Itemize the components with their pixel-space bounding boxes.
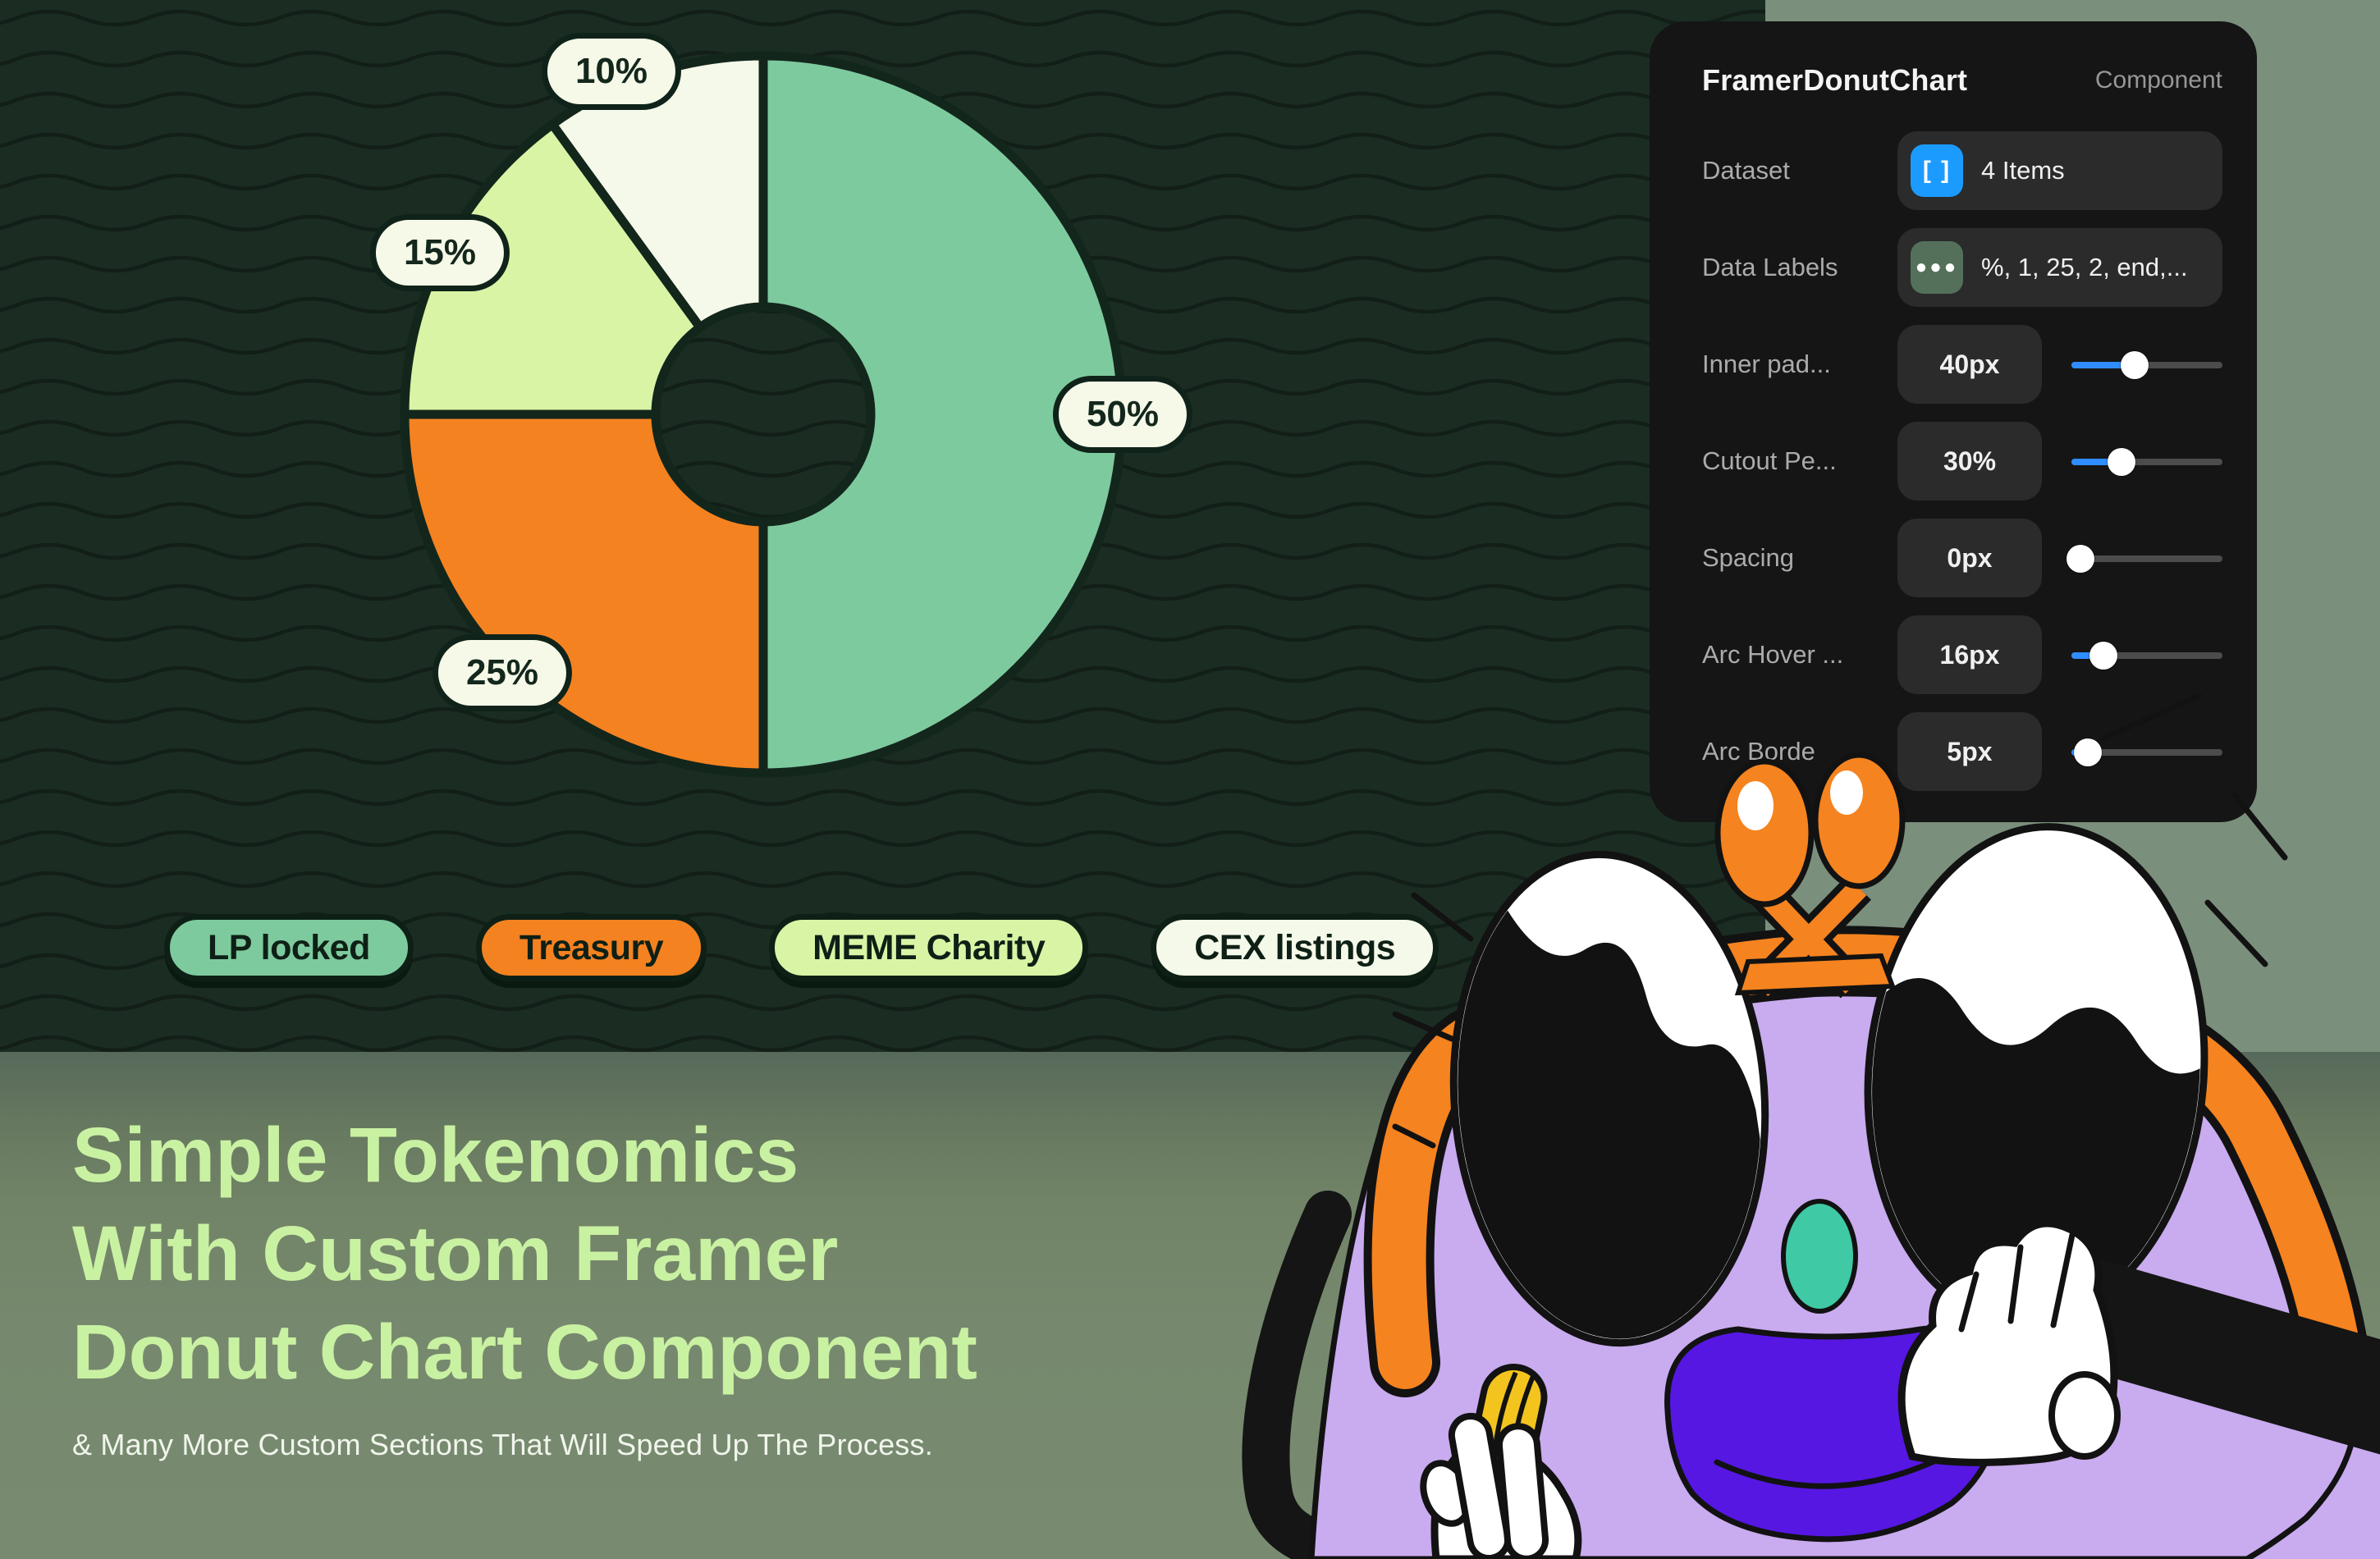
spacing-label: Spacing <box>1702 543 1795 572</box>
mascot-right-glove <box>1897 1219 2121 1466</box>
donut-chart <box>400 51 1127 778</box>
chart-legend: LP locked Treasury MEME Charity CEX list… <box>164 914 1439 981</box>
clasp-ball-left <box>1714 758 1815 908</box>
dataset-value: 4 Items <box>1981 156 2065 185</box>
hero-subheading: & Many More Custom Sections That Will Sp… <box>72 1428 933 1461</box>
cutout-percent-slider[interactable] <box>2071 443 2222 479</box>
slider-track <box>2071 749 2222 756</box>
slider-knob[interactable] <box>2074 738 2103 766</box>
hero-heading-line-2: With Custom Framer <box>72 1210 839 1297</box>
dots-icon: ●●● <box>1911 241 1963 294</box>
donut-label-50: 50% <box>1052 376 1193 453</box>
mascot-left-eye <box>1442 850 1777 1350</box>
slider-knob[interactable] <box>2066 545 2095 573</box>
mascot-clasp <box>1714 752 1906 1001</box>
row-cutout-percent: Cutout Pe... 30% <box>1702 422 2222 501</box>
data-labels-field[interactable]: ●●● %, 1, 25, 2, end,... <box>1897 228 2222 307</box>
inner-padding-slider[interactable] <box>2071 346 2222 382</box>
mascot-right-strap <box>2057 1255 2380 1455</box>
panel-badge: Component <box>2094 66 2222 94</box>
right-eye-pupil <box>1851 978 2212 1333</box>
wave-line <box>0 747 1765 766</box>
dataset-field[interactable]: [ ] 4 Items <box>1897 131 2222 210</box>
slider-track <box>2071 652 2222 659</box>
slider-knob[interactable] <box>2121 351 2149 379</box>
row-arc-border: Arc Borde 5px <box>1702 712 2222 791</box>
arc-hover-label: Arc Hover ... <box>1702 640 1844 669</box>
donut-segment-meme-charity[interactable] <box>400 117 707 419</box>
row-arc-hover: Arc Hover ... 16px <box>1702 615 2222 694</box>
hero-heading: Simple Tokenomics With Custom Framer Don… <box>72 1106 977 1401</box>
cutout-percent-value[interactable]: 30% <box>1897 422 2042 501</box>
row-spacing: Spacing 0px <box>1702 519 2222 597</box>
inner-padding-value[interactable]: 40px <box>1897 325 2042 404</box>
clasp-ball-right-highlight <box>1830 770 1863 815</box>
clasp-ball-left-highlight <box>1737 781 1774 830</box>
arc-border-value[interactable]: 5px <box>1897 712 2042 791</box>
data-labels-value: %, 1, 25, 2, end,... <box>1981 253 2188 281</box>
arc-border-slider[interactable] <box>2071 734 2222 770</box>
coin-purse-mascot <box>1242 693 2380 1559</box>
legend-pill-treasury[interactable]: Treasury <box>475 914 707 981</box>
slider-track <box>2071 555 2222 562</box>
spacing-slider[interactable] <box>2066 540 2222 576</box>
data-labels-label: Data Labels <box>1702 253 1838 281</box>
clasp-ball-right <box>1812 752 1906 889</box>
left-eye-pupil <box>1442 873 1777 1350</box>
hero-heading-line-1: Simple Tokenomics <box>72 1112 799 1199</box>
component-properties-panel: FramerDonutChart Component Dataset [ ] 4… <box>1650 21 2257 822</box>
inner-padding-label: Inner pad... <box>1702 350 1831 378</box>
legend-pill-meme-charity[interactable]: MEME Charity <box>769 914 1089 981</box>
slider-fill <box>2071 459 2121 465</box>
mascot-right-eye <box>1851 823 2212 1333</box>
slider-fill <box>2071 362 2135 368</box>
dataset-label: Dataset <box>1702 156 1790 185</box>
slider-track <box>2071 459 2222 465</box>
array-icon: [ ] <box>1911 144 1963 197</box>
spacing-value[interactable]: 0px <box>1897 519 2042 597</box>
donut-label-15: 15% <box>369 214 510 291</box>
wave-line <box>0 789 1765 807</box>
mascot-nose <box>1781 1199 1858 1314</box>
slider-fill <box>2071 652 2103 659</box>
donut-segment-treasury[interactable] <box>400 409 768 778</box>
panel-rows: Dataset [ ] 4 Items Data Labels ●●● %, 1… <box>1702 131 2222 791</box>
panel-header: FramerDonutChart Component <box>1702 54 2222 107</box>
hero-text-block: Simple Tokenomics With Custom Framer Don… <box>72 1106 977 1462</box>
legend-pill-lp-locked[interactable]: LP locked <box>164 914 414 981</box>
row-inner-padding: Inner pad... 40px <box>1702 325 2222 404</box>
wave-line <box>0 9 1765 27</box>
wave-line <box>0 50 1765 68</box>
arc-hover-slider[interactable] <box>2071 637 2222 673</box>
cutout-percent-label: Cutout Pe... <box>1702 446 1837 475</box>
donut-segment-lp-locked[interactable] <box>758 51 1127 778</box>
hero-heading-line-3: Donut Chart Component <box>72 1309 977 1396</box>
donut-label-10: 10% <box>541 33 682 110</box>
row-dataset: Dataset [ ] 4 Items <box>1702 131 2222 210</box>
mascot-body-corner <box>2247 1395 2380 1559</box>
panel-title: FramerDonutChart <box>1702 63 1968 97</box>
wave-line <box>0 830 1765 848</box>
slider-knob[interactable] <box>2107 448 2135 476</box>
donut-label-25: 25% <box>432 634 573 711</box>
mascot-eyelashes <box>1392 693 2288 1149</box>
slider-knob[interactable] <box>2089 642 2117 670</box>
row-data-labels: Data Labels ●●● %, 1, 25, 2, end,... <box>1702 228 2222 307</box>
arc-hover-value[interactable]: 16px <box>1897 615 2042 694</box>
legend-pill-cex-listings[interactable]: CEX listings <box>1151 914 1439 981</box>
